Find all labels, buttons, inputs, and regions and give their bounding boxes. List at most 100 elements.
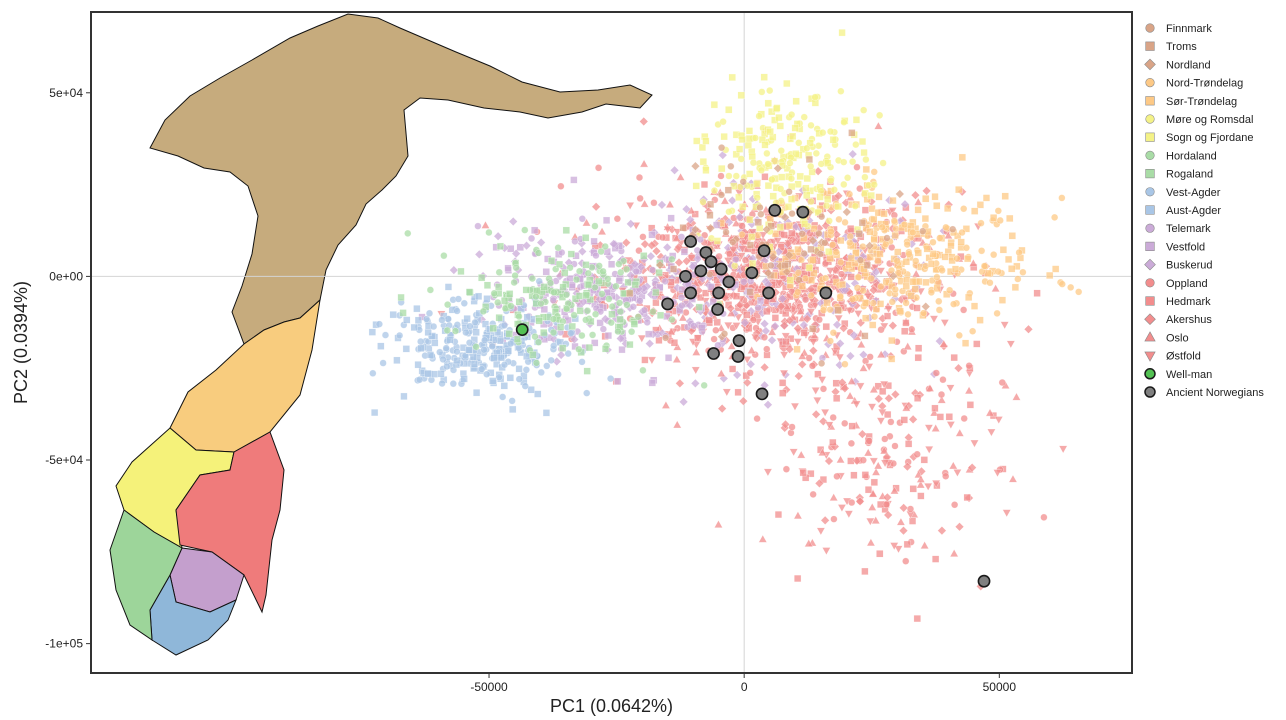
modern-sample-point [883, 510, 893, 520]
modern-sample-point [946, 421, 956, 430]
modern-sample-point [805, 155, 813, 163]
modern-sample-point [969, 327, 977, 335]
modern-sample-point [559, 344, 567, 352]
modern-sample-point [825, 267, 835, 276]
modern-sample-point [726, 303, 736, 313]
modern-sample-point [894, 545, 903, 554]
modern-sample-point [994, 416, 1004, 425]
modern-sample-point [847, 376, 857, 385]
modern-sample-point [636, 194, 644, 202]
modern-sample-point [874, 121, 883, 130]
modern-sample-point [1024, 324, 1033, 334]
ancient-norwegian-point [711, 303, 725, 316]
modern-sample-point [834, 202, 842, 211]
modern-sample-point [636, 262, 646, 272]
modern-sample-point [368, 328, 376, 336]
legend-marker [1145, 77, 1155, 88]
modern-sample-point [776, 122, 784, 130]
modern-sample-point [829, 329, 837, 337]
modern-sample-point [844, 510, 854, 519]
modern-sample-point [727, 196, 737, 205]
modern-sample-point [543, 362, 551, 370]
modern-sample-point [818, 359, 826, 367]
modern-sample-point [685, 300, 695, 310]
modern-sample-point [806, 139, 814, 147]
modern-sample-point [786, 276, 794, 284]
modern-sample-point [834, 315, 844, 323]
modern-sample-point [529, 351, 537, 359]
legend-marker [1145, 241, 1155, 252]
modern-sample-point [583, 307, 592, 315]
modern-sample-point [510, 278, 518, 287]
modern-sample-point [731, 218, 741, 227]
modern-sample-point [818, 213, 826, 221]
modern-sample-point [800, 113, 808, 121]
modern-sample-point [564, 349, 572, 358]
modern-sample-point [976, 201, 984, 209]
modern-sample-point [792, 150, 800, 158]
modern-sample-point [996, 216, 1004, 225]
modern-sample-point [451, 327, 460, 335]
modern-sample-point [729, 365, 737, 373]
modern-sample-point [841, 218, 849, 226]
modern-sample-point [920, 456, 928, 464]
modern-sample-point [870, 215, 878, 223]
modern-sample-point [414, 361, 422, 369]
ancient-norwegian-point [684, 235, 697, 248]
modern-sample-point [488, 342, 496, 350]
modern-sample-point [512, 264, 520, 272]
modern-sample-point [764, 99, 772, 107]
modern-sample-point [794, 180, 802, 188]
modern-sample-point [803, 191, 811, 199]
modern-sample-point [604, 275, 612, 283]
modern-sample-point [760, 362, 770, 372]
modern-sample-point [599, 267, 607, 275]
modern-sample-point [1051, 213, 1059, 221]
modern-sample-point [732, 172, 740, 180]
modern-sample-point [920, 309, 928, 317]
modern-sample-point [810, 225, 818, 233]
modern-sample-point [876, 300, 885, 308]
modern-sample-point [846, 239, 854, 247]
modern-sample-point [431, 370, 439, 378]
modern-sample-point [1058, 445, 1068, 454]
modern-sample-point [880, 210, 888, 218]
modern-sample-point [655, 260, 665, 270]
ancient-norwegian-point [731, 350, 745, 363]
modern-sample-point [701, 231, 709, 239]
modern-sample-point [888, 207, 897, 216]
modern-sample-point [922, 278, 930, 286]
modern-sample-point [738, 135, 746, 144]
modern-sample-point [547, 257, 556, 265]
modern-sample-point [748, 233, 756, 241]
ancient-norwegian-point [707, 347, 720, 360]
modern-sample-point [876, 550, 884, 558]
modern-sample-point [960, 414, 968, 423]
modern-sample-point [829, 493, 839, 501]
legend-marker [1144, 258, 1156, 271]
modern-sample-point [920, 541, 929, 549]
modern-sample-point [743, 311, 751, 319]
modern-sample-point [483, 281, 492, 289]
modern-sample-point [745, 135, 753, 143]
modern-sample-point [540, 329, 548, 337]
modern-sample-point [767, 335, 777, 345]
modern-sample-point [1052, 265, 1060, 273]
modern-sample-point [626, 341, 634, 349]
modern-sample-point [937, 391, 946, 399]
modern-sample-point [540, 305, 548, 313]
modern-sample-point [710, 335, 718, 343]
modern-sample-point [847, 254, 855, 262]
ancient-norwegian-point [745, 266, 759, 280]
modern-sample-point [508, 217, 518, 226]
modern-sample-point [605, 295, 613, 303]
modern-sample-point [950, 354, 958, 362]
modern-sample-point [889, 197, 897, 205]
modern-sample-point [620, 289, 628, 298]
modern-sample-point [474, 249, 484, 259]
modern-sample-point [493, 231, 503, 241]
modern-sample-point [761, 173, 769, 181]
modern-sample-point [856, 256, 865, 264]
modern-sample-point [859, 243, 867, 251]
modern-sample-point [884, 410, 892, 419]
